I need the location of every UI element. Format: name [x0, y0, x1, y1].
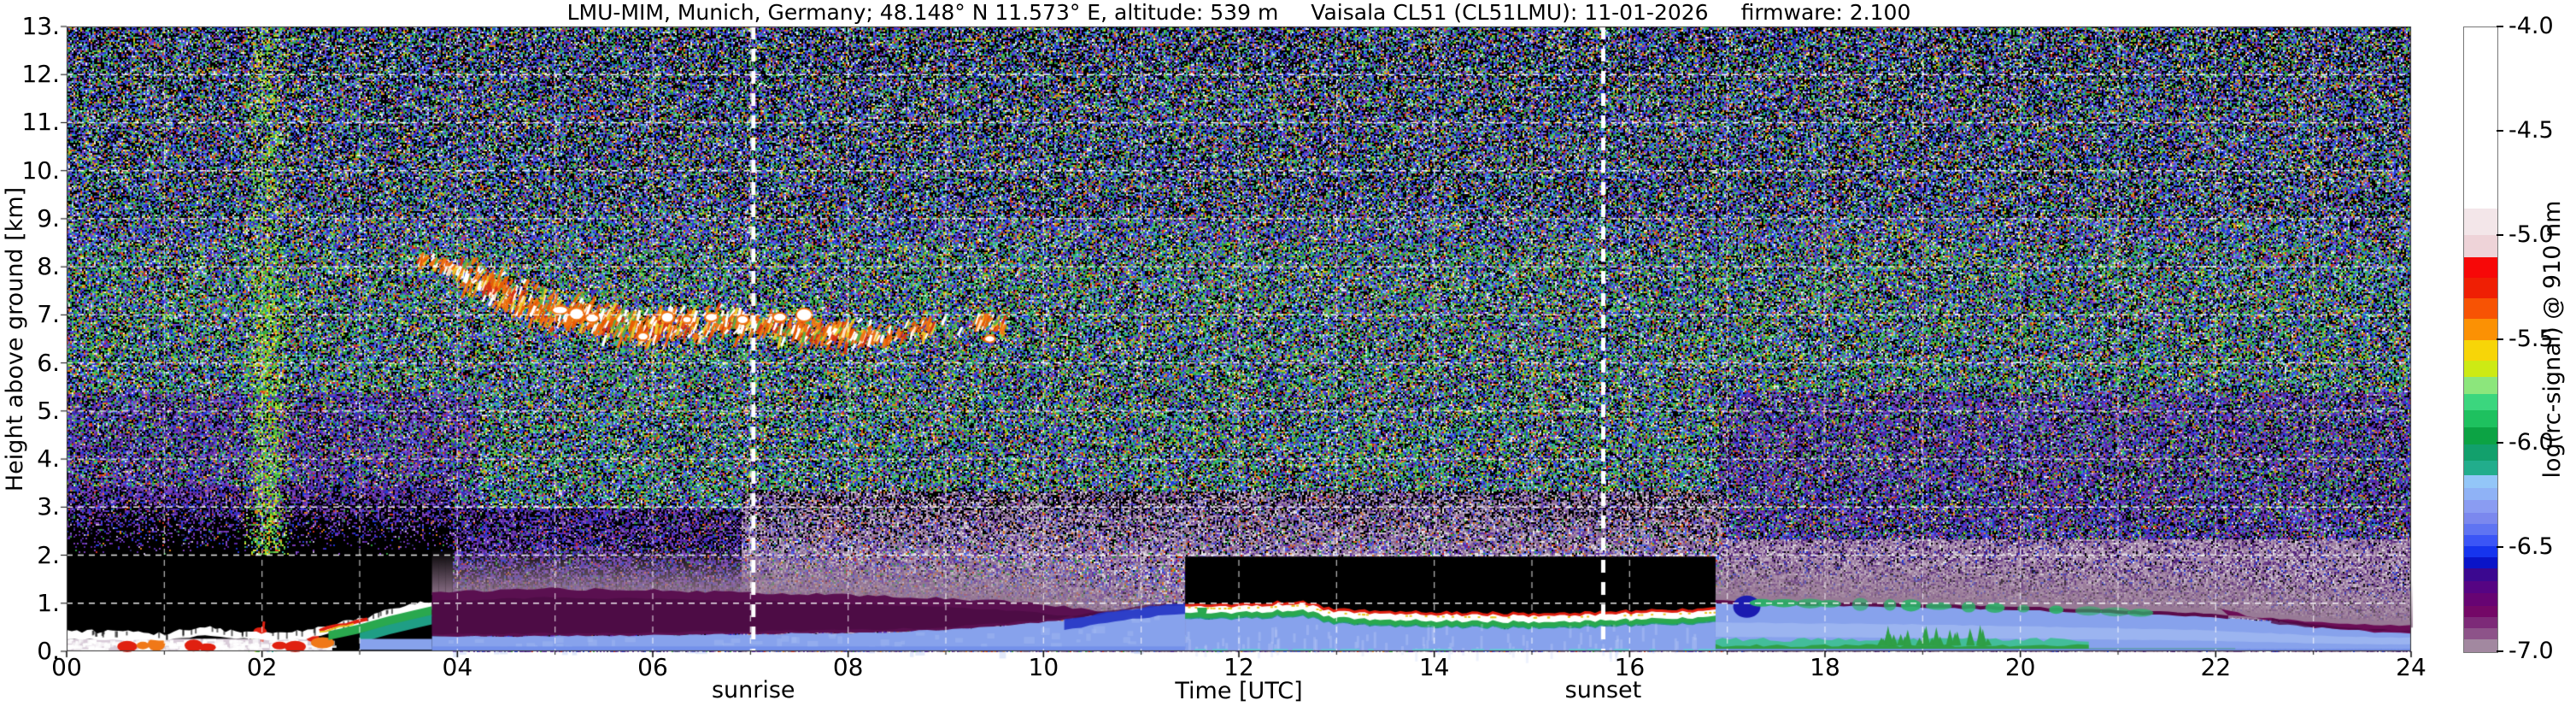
y-tick-label: 13.: [21, 12, 60, 40]
y-tick-label: 11.: [21, 108, 60, 137]
y-tick-label: 9.: [37, 203, 60, 232]
x-tick-label: 14: [1418, 653, 1450, 681]
colorbar-label: log(rc-signal) @ 910 nm: [2539, 200, 2566, 479]
colorbar-tick-label: -5.0: [2509, 221, 2554, 248]
colorbar-segment: [2464, 605, 2497, 618]
title-firmware: firmware: 2.100: [1740, 0, 1911, 25]
colorbar-segment: [2464, 545, 2497, 558]
colorbar-segment: [2464, 339, 2497, 362]
colorbar-segment: [2464, 27, 2497, 209]
y-tick-label: 5.: [37, 396, 60, 425]
colorbar-tick-label: -5.5: [2509, 325, 2554, 352]
colorbar-segment: [2464, 394, 2497, 411]
x-tick-label: 22: [2200, 653, 2232, 681]
y-tick-label: 10.: [21, 156, 60, 185]
y-tick-label: 6.: [37, 348, 60, 377]
x-tick-label: 16: [1614, 653, 1646, 681]
y-tick-label: 8.: [37, 252, 60, 281]
colorbar-segment: [2464, 524, 2497, 536]
colorbar-segment: [2464, 475, 2497, 489]
y-tick-label: 7.: [37, 300, 60, 329]
x-tick-label: 12: [1223, 653, 1254, 681]
colorbar-tick-label: -6.5: [2509, 533, 2554, 561]
colorbar-tick-label: -4.5: [2509, 116, 2554, 144]
sunset-annotation: sunset: [1564, 677, 1642, 703]
colorbar-tick-label: -4.0: [2509, 13, 2554, 39]
x-tick-label: 00: [51, 653, 82, 681]
colorbar-segment: [2464, 628, 2497, 640]
colorbar-segment: [2464, 319, 2497, 340]
y-tick-label: 4.: [37, 444, 60, 474]
colorbar-tick-label: -7.0: [2509, 638, 2554, 664]
title-station: LMU-MIM, Munich, Germany; 48.148° N 11.5…: [566, 0, 1279, 25]
colorbar-tick-mark: [2497, 546, 2503, 549]
colorbar-segment: [2464, 410, 2497, 428]
colorbar-segment: [2464, 500, 2497, 514]
x-tick-label: 04: [442, 653, 473, 681]
x-axis-label: Time [UTC]: [1175, 678, 1303, 704]
y-tick-label: 0.: [37, 637, 60, 665]
colorbar-segment: [2464, 593, 2497, 607]
colorbar-segment: [2464, 512, 2497, 525]
colorbar: [2463, 26, 2498, 653]
colorbar-segment: [2464, 235, 2497, 258]
x-tick-label: 02: [246, 653, 278, 681]
colorbar-tick-mark: [2497, 26, 2503, 27]
colorbar-segment: [2464, 617, 2497, 629]
y-tick-label: 1.: [37, 588, 60, 617]
colorbar-tick-mark: [2497, 338, 2503, 340]
x-tick-label: 10: [1028, 653, 1059, 681]
sunrise-annotation: sunrise: [711, 677, 795, 703]
x-tick-label: 20: [2004, 653, 2036, 681]
y-tick-label: 12.: [21, 60, 60, 89]
y-tick-label: 3.: [37, 492, 60, 521]
colorbar-segment: [2464, 360, 2497, 378]
x-tick-label: 06: [637, 653, 668, 681]
colorbar-tick-label: -6.0: [2509, 429, 2554, 456]
colorbar-segment: [2464, 298, 2497, 320]
colorbar-segment: [2464, 427, 2497, 445]
colorbar-segment: [2464, 535, 2497, 547]
colorbar-segment: [2464, 444, 2497, 462]
colorbar-tick-mark: [2497, 233, 2503, 236]
colorbar-tick-mark: [2497, 129, 2503, 132]
colorbar-segment: [2464, 580, 2497, 594]
colorbar-tick-mark: [2497, 650, 2503, 652]
figure-title: LMU-MIM, Munich, Germany; 48.148° N 11.5…: [67, 0, 2411, 25]
title-instrument: Vaisala CL51 (CL51LMU): 11-01-2026: [1311, 0, 1709, 25]
x-tick-label: 18: [1810, 653, 1840, 681]
colorbar-segment: [2464, 639, 2497, 653]
colorbar-segment: [2464, 461, 2497, 476]
colorbar-segment: [2464, 257, 2497, 279]
x-tick-label: 08: [832, 653, 864, 681]
colorbar-segment: [2464, 487, 2497, 501]
colorbar-tick-mark: [2497, 442, 2503, 444]
colorbar-segment: [2464, 208, 2497, 236]
colorbar-segment: [2464, 556, 2497, 569]
colorbar-segment: [2464, 278, 2497, 299]
colorbar-segment: [2464, 568, 2497, 582]
x-tick-label: 24: [2396, 653, 2426, 681]
colorbar-segment: [2464, 377, 2497, 395]
y-tick-label: 2.: [37, 540, 60, 569]
